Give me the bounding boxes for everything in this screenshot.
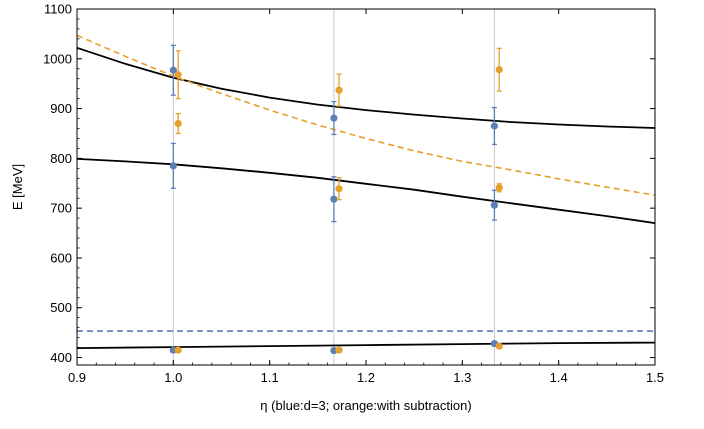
y-tick-label-0: 400 xyxy=(50,350,72,365)
tick-layer: 0.9 1.0 1.1 1.2 1.3 1.4 1.5 400 500 600 700 800 900 1… xyxy=(43,2,664,386)
blue-data-point-1 xyxy=(169,142,177,189)
y-tick-label-7: 1100 xyxy=(44,2,72,17)
orange-data-point-2 xyxy=(174,50,182,100)
fit-curve-1 xyxy=(76,158,656,224)
x-tick-label-3: 1.2 xyxy=(357,370,375,385)
y-tick-label-5: 900 xyxy=(50,101,72,116)
x-tick-label-1: 1.0 xyxy=(164,370,182,385)
x-tick-label-6: 1.5 xyxy=(646,370,664,385)
orange-data-point-4 xyxy=(335,177,343,201)
fit-curve-0 xyxy=(76,46,656,129)
orange-data-point-8 xyxy=(495,47,503,92)
plot-frame xyxy=(76,8,656,366)
orange-data-point-3 xyxy=(335,346,343,354)
orange-data-point-1 xyxy=(174,112,182,135)
orange-data-point-5 xyxy=(335,73,343,107)
x-tick-label-5: 1.4 xyxy=(550,370,568,385)
blue-data-point-2 xyxy=(169,44,177,96)
blue-data-point-5 xyxy=(330,100,338,136)
point-layer xyxy=(169,44,503,355)
orange-data-point-7 xyxy=(495,183,503,193)
orange-data-point-6 xyxy=(495,342,503,350)
x-tick-label-0: 0.9 xyxy=(68,370,86,385)
x-tick-label-4: 1.3 xyxy=(453,370,471,385)
fit-curve-3 xyxy=(76,34,656,196)
orange-data-point-0 xyxy=(174,346,182,354)
blue-data-point-7 xyxy=(490,189,499,221)
y-tick-label-6: 1000 xyxy=(43,51,72,66)
blue-data-point-4 xyxy=(330,176,338,223)
y-tick-label-1: 500 xyxy=(50,300,72,315)
blue-data-point-8 xyxy=(490,106,499,146)
fit-curve-2 xyxy=(76,341,656,349)
x-tick-label-2: 1.1 xyxy=(261,370,279,385)
y-tick-label-2: 600 xyxy=(50,250,72,265)
y-tick-label-4: 800 xyxy=(50,151,72,166)
y-tick-label-3: 700 xyxy=(50,201,72,216)
curve-layer xyxy=(76,34,656,349)
y-axis-label: E [MeV] xyxy=(10,164,25,210)
x-axis-label: η (blue:d=3; orange:with subtraction) xyxy=(260,398,471,413)
